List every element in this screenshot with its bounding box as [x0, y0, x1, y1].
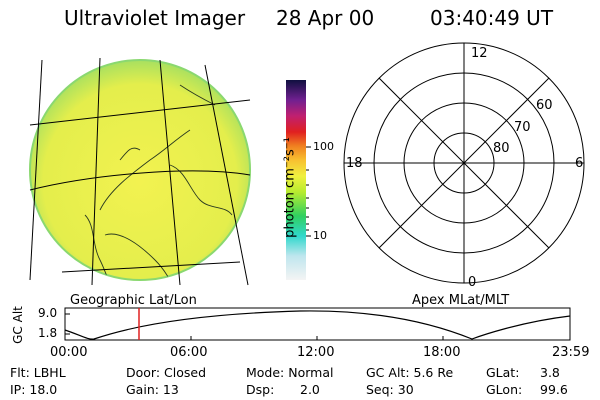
orbit-xtick: 06:00 [170, 345, 208, 360]
filter-info: Flt: LBHL [10, 365, 66, 380]
colorbar-tick-100: 100 [313, 140, 334, 153]
orbit-ytick-bottom: 1.8 [38, 326, 58, 340]
date-label: 28 Apr 00 [276, 6, 375, 30]
polar-plot [343, 42, 585, 284]
seq-info: Seq: 30 [366, 382, 414, 397]
gc-alt-info: GC Alt: 5.6 Re [366, 365, 454, 380]
coastline [99, 129, 191, 211]
mlt-0-label: 0 [468, 275, 477, 290]
orbit-xtick: 12:00 [297, 345, 335, 360]
dsp-value: 2.0 [300, 382, 320, 397]
geographic-caption: Geographic Lat/Lon [70, 293, 197, 308]
orbit-plot [64, 307, 571, 341]
mlat-60-label: 60 [536, 98, 553, 113]
glon-value: 99.6 [540, 382, 568, 397]
colorbar-label: photon cm⁻²s⁻¹ [282, 137, 298, 238]
mlat-80-label: 80 [493, 141, 510, 156]
colorbar [286, 80, 306, 280]
mlt-12-label: 12 [471, 46, 488, 61]
apex-caption: Apex MLat/MLT [412, 293, 510, 308]
mode-info: Mode: Normal [246, 365, 334, 380]
mlt-6-label: 6 [575, 156, 584, 171]
orbit-ytick-top: 9.0 [38, 306, 58, 320]
ip-info: IP: 18.0 [10, 382, 58, 397]
orbit-xtick: 18:00 [423, 345, 461, 360]
coastline [104, 233, 176, 280]
coastline [119, 147, 141, 161]
glon-label: GLon: [486, 382, 523, 397]
colorbar-tick-10: 10 [313, 229, 327, 242]
orbit-xtick: 00:00 [50, 345, 88, 360]
glat-label: GLat: [486, 365, 520, 380]
dsp-label: Dsp: [246, 382, 275, 397]
mlt-18-label: 18 [346, 156, 363, 171]
altitude-curve [64, 310, 571, 340]
mlat-70-label: 70 [514, 120, 531, 135]
orbit-ylabel: GC Alt [11, 306, 25, 344]
door-info: Door: Closed [126, 365, 207, 380]
colorbar-ticks [306, 146, 311, 237]
gain-info: Gain: 13 [126, 382, 179, 397]
geographic-grid [29, 57, 251, 286]
earth-disk-image [29, 59, 251, 281]
time-label: 03:40:49 UT [430, 6, 554, 30]
glat-value: 3.8 [540, 365, 560, 380]
coastline [84, 214, 113, 280]
coastline [169, 164, 233, 216]
instrument-title: Ultraviolet Imager [64, 6, 246, 30]
orbit-xtick: 23:59 [552, 345, 590, 360]
